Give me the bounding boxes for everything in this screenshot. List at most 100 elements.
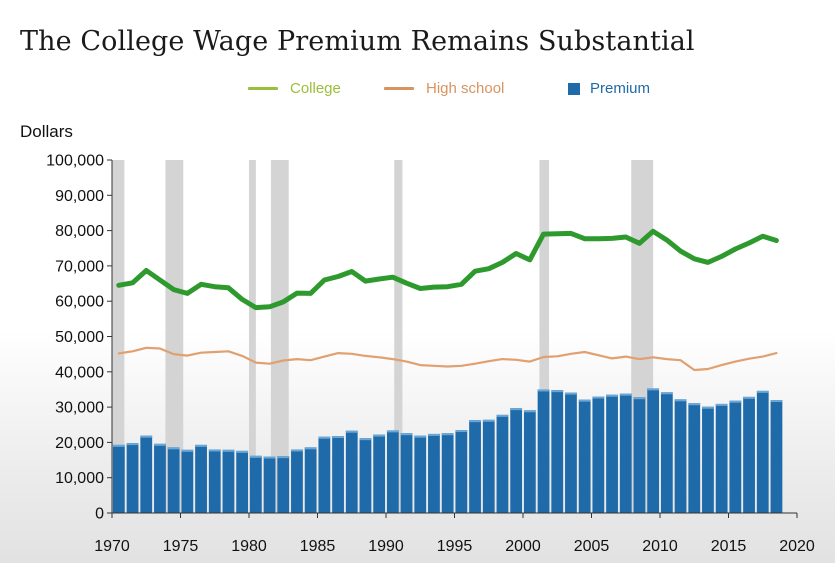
bar-premium-1998 — [496, 414, 509, 513]
bar-highlight-1979 — [236, 450, 249, 453]
bar-premium-1996 — [469, 420, 481, 513]
legend-swatch-college — [248, 87, 278, 90]
bar-highlight-1991 — [400, 433, 413, 436]
x-tick-label-6: 2000 — [505, 538, 541, 555]
line-college — [116, 228, 779, 311]
bar-premium-2010 — [660, 392, 673, 513]
bar-highlight-2017 — [756, 390, 769, 393]
bar-highlight-1982 — [277, 456, 290, 459]
bar-highlight-2000 — [523, 410, 536, 413]
bar-premium-1982 — [277, 456, 290, 513]
x-tick-label-3: 1985 — [300, 538, 336, 555]
bar-premium-1975 — [181, 449, 194, 513]
bar-highlight-1976 — [195, 444, 207, 447]
bar-premium-1999 — [510, 408, 523, 513]
y-tick-label-5: 50,000 — [55, 329, 104, 346]
bar-premium-2015 — [729, 400, 742, 513]
bar-highlight-2013 — [702, 406, 714, 409]
bar-premium-1988 — [359, 438, 372, 513]
bar-premium-1979 — [236, 450, 249, 513]
bar-highlight-1988 — [359, 438, 372, 441]
bar-premium-1990 — [386, 430, 399, 513]
bar-highlight-1995 — [455, 430, 468, 433]
x-tick-label-2: 1980 — [231, 538, 267, 555]
bar-highlight-1996 — [469, 420, 481, 423]
bar-highlight-1997 — [482, 419, 495, 422]
bar-premium-2008 — [633, 397, 646, 513]
bar-highlight-2005 — [592, 396, 605, 399]
bar-highlight-1977 — [208, 449, 221, 452]
bar-highlight-2015 — [729, 400, 742, 403]
bar-highlight-1978 — [222, 449, 235, 452]
bar-highlight-1993 — [428, 433, 440, 436]
bar-highlight-2011 — [674, 399, 687, 402]
bar-highlight-1994 — [441, 433, 454, 436]
bar-highlight-2001 — [537, 389, 550, 392]
legend-label-premium: Premium — [590, 80, 651, 97]
recession-band-4 — [394, 160, 403, 513]
y-tick-label-3: 30,000 — [55, 400, 104, 417]
bar-highlight-2003 — [565, 392, 577, 395]
bar-premium-2005 — [592, 396, 605, 513]
bar-premium-1980 — [249, 455, 262, 513]
bar-premium-1997 — [482, 419, 495, 513]
legend-item-premium: Premium — [568, 80, 650, 97]
bar-premium-1994 — [441, 433, 454, 513]
bar-highlight-2008 — [633, 397, 646, 400]
bar-highlight-2007 — [619, 393, 632, 396]
y-tick-label-1: 10,000 — [55, 470, 104, 487]
legend-swatch-premium — [568, 82, 580, 95]
legend-label-college: College — [290, 80, 341, 97]
legend: College High school Premium — [0, 80, 835, 100]
bar-premium-1972 — [140, 435, 153, 513]
recession-band-3 — [270, 160, 289, 513]
bar-highlight-1972 — [140, 435, 153, 438]
bar-premium-2004 — [578, 399, 591, 513]
bar-highlight-1989 — [373, 434, 386, 437]
y-tick-label-8: 80,000 — [55, 223, 104, 240]
bar-premium-1995 — [455, 430, 468, 513]
bar-premium-2017 — [756, 390, 769, 513]
bar-premium-1984 — [304, 447, 317, 513]
y-tick-label-9: 90,000 — [55, 188, 104, 205]
bar-premium-2006 — [606, 394, 618, 513]
x-tick-label-0: 1970 — [94, 538, 130, 555]
bar-premium-2001 — [537, 389, 550, 513]
y-axis-label: Dollars — [20, 122, 73, 141]
bar-premium-2014 — [715, 403, 728, 513]
bar-premium-1983 — [291, 449, 303, 513]
bar-premium-1987 — [345, 430, 358, 513]
x-tick-label-7: 2005 — [574, 538, 610, 555]
bar-highlight-2018 — [770, 400, 783, 403]
bar-highlight-1970 — [112, 444, 125, 447]
x-tick-label-10: 2020 — [779, 538, 815, 555]
y-tick-label-0: 0 — [95, 506, 104, 523]
bar-premium-1978 — [222, 449, 235, 513]
legend-item-high-school: High school — [384, 80, 504, 97]
bar-highlight-1980 — [249, 455, 262, 458]
bar-highlight-1998 — [496, 414, 509, 417]
bar-highlight-1981 — [263, 456, 276, 459]
bar-premium-2018 — [770, 400, 783, 513]
bar-premium-2009 — [647, 388, 660, 513]
bar-highlight-1973 — [154, 443, 166, 446]
bar-premium-2012 — [688, 403, 701, 513]
x-tick-label-1: 1975 — [163, 538, 199, 555]
chart-title: The College Wage Premium Remains Substan… — [20, 26, 695, 57]
bar-premium-2013 — [702, 406, 714, 513]
bar-highlight-1983 — [291, 449, 303, 452]
bar-premium-2011 — [674, 399, 687, 513]
bar-premium-1973 — [154, 443, 166, 513]
bar-premium-2000 — [523, 410, 536, 513]
bar-premium-2016 — [743, 396, 755, 513]
bar-highlight-2012 — [688, 403, 701, 406]
bar-premium-1989 — [373, 434, 386, 513]
bar-premium-1985 — [318, 436, 331, 513]
bar-highlight-1990 — [386, 430, 399, 433]
bar-highlight-2014 — [715, 403, 728, 406]
bar-premium-1974 — [167, 447, 180, 513]
bar-highlight-1992 — [414, 435, 427, 438]
bar-highlight-1986 — [332, 436, 344, 439]
bar-premium-2003 — [565, 392, 577, 513]
